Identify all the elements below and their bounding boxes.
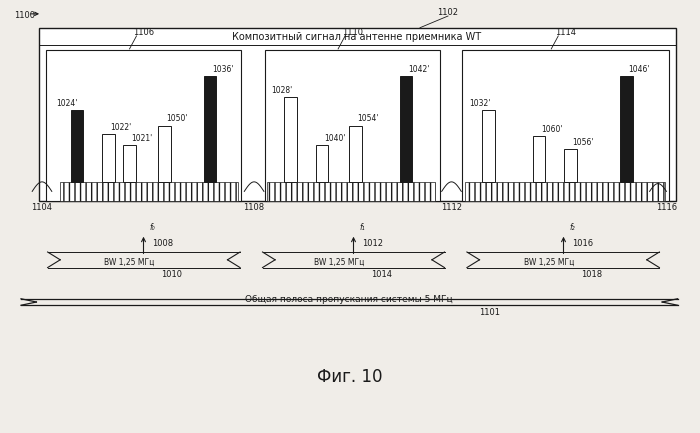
Bar xyxy=(533,136,545,182)
Text: 1012: 1012 xyxy=(362,239,383,248)
Text: 1008: 1008 xyxy=(152,239,173,248)
Text: 1024': 1024' xyxy=(56,99,78,108)
Bar xyxy=(316,145,328,182)
Text: Фиг. 10: Фиг. 10 xyxy=(317,368,383,386)
Text: 1116: 1116 xyxy=(656,204,677,212)
Text: 1106: 1106 xyxy=(133,28,154,37)
Text: f₁: f₁ xyxy=(359,223,365,232)
Bar xyxy=(158,126,171,182)
Text: 1060': 1060' xyxy=(541,125,563,134)
Bar xyxy=(60,182,238,201)
Text: 1016: 1016 xyxy=(572,239,593,248)
Text: 1100: 1100 xyxy=(14,11,35,19)
Bar xyxy=(123,145,136,182)
Bar xyxy=(204,76,216,182)
Text: BW 1,25 МГц: BW 1,25 МГц xyxy=(524,258,575,266)
Bar xyxy=(267,182,435,201)
Text: 1021': 1021' xyxy=(132,134,153,143)
Bar xyxy=(71,110,83,182)
Bar xyxy=(349,126,362,182)
Bar xyxy=(102,134,115,182)
Text: f₂: f₂ xyxy=(569,223,575,232)
Text: f₀: f₀ xyxy=(149,223,155,232)
Text: Общая полоса пропускания системы 5 МГц: Общая полоса пропускания системы 5 МГц xyxy=(246,295,453,304)
Text: 1036': 1036' xyxy=(212,65,234,74)
Text: BW 1,25 МГц: BW 1,25 МГц xyxy=(104,258,155,266)
Text: 1054': 1054' xyxy=(358,114,379,123)
Bar xyxy=(482,110,495,182)
Text: 1101: 1101 xyxy=(480,308,500,317)
Bar xyxy=(400,76,412,182)
Text: 1010: 1010 xyxy=(161,271,182,279)
Text: BW 1,25 МГц: BW 1,25 МГц xyxy=(314,258,365,266)
Text: 1104: 1104 xyxy=(32,204,52,212)
Bar xyxy=(620,76,633,182)
Bar xyxy=(46,50,241,201)
Text: 1112: 1112 xyxy=(441,204,462,212)
Text: 1028': 1028' xyxy=(271,86,292,95)
Bar xyxy=(284,97,297,182)
Text: 1040': 1040' xyxy=(324,134,346,143)
Text: 1108: 1108 xyxy=(244,204,265,212)
Text: 1050': 1050' xyxy=(167,114,188,123)
Bar xyxy=(465,182,665,201)
Bar xyxy=(564,149,577,182)
Bar xyxy=(38,28,676,201)
Bar xyxy=(265,50,440,201)
Text: 1022': 1022' xyxy=(111,123,132,132)
Text: Композитный сигнал на антенне приемника WT: Композитный сигнал на антенне приемника … xyxy=(232,32,482,42)
Text: 1114: 1114 xyxy=(554,28,575,37)
Text: 1018: 1018 xyxy=(581,271,602,279)
Text: 1110: 1110 xyxy=(342,28,363,37)
Text: 1014: 1014 xyxy=(371,271,392,279)
Text: 1046': 1046' xyxy=(629,65,650,74)
Text: 1102: 1102 xyxy=(438,9,458,17)
Text: 1042': 1042' xyxy=(408,65,430,74)
Text: 1032': 1032' xyxy=(469,99,491,108)
Bar xyxy=(462,50,668,201)
Text: 1056': 1056' xyxy=(573,138,594,147)
